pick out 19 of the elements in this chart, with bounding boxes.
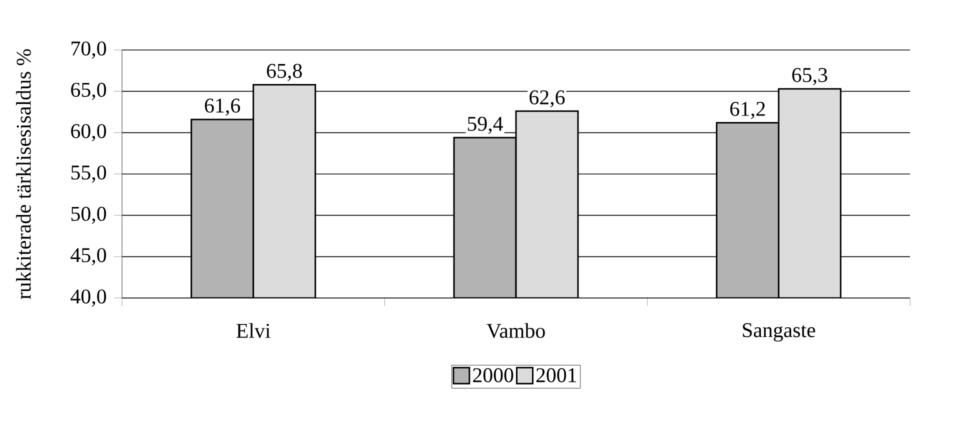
y-tick-label: 40,0 [70,289,106,307]
data-label: 65,8 [266,64,302,81]
y-tick-label: 55,0 [71,165,106,183]
y-tick-label: 60,0 [71,124,106,142]
data-label: 62,6 [530,90,565,108]
y-axis-title: rukkiterade tärklisesisaldus % [16,49,31,300]
x-tick-label: Vambo [486,323,545,338]
data-label: 61,6 [204,98,240,116]
y-tick-label: 50,0 [71,206,106,224]
x-tick-label: Sangaste [742,323,816,342]
legend-label: 2001 [536,368,576,382]
data-label: 59,4 [468,116,503,134]
legend-label: 2000 [473,368,514,382]
y-tick-label: 65,0 [71,82,106,100]
y-tick-label: 45,0 [70,248,106,266]
data-label: 61,2 [730,102,765,119]
x-tick-label: Elvi [236,323,270,338]
data-label: 65,3 [792,68,828,86]
y-tick-label: 70,0 [72,41,106,59]
